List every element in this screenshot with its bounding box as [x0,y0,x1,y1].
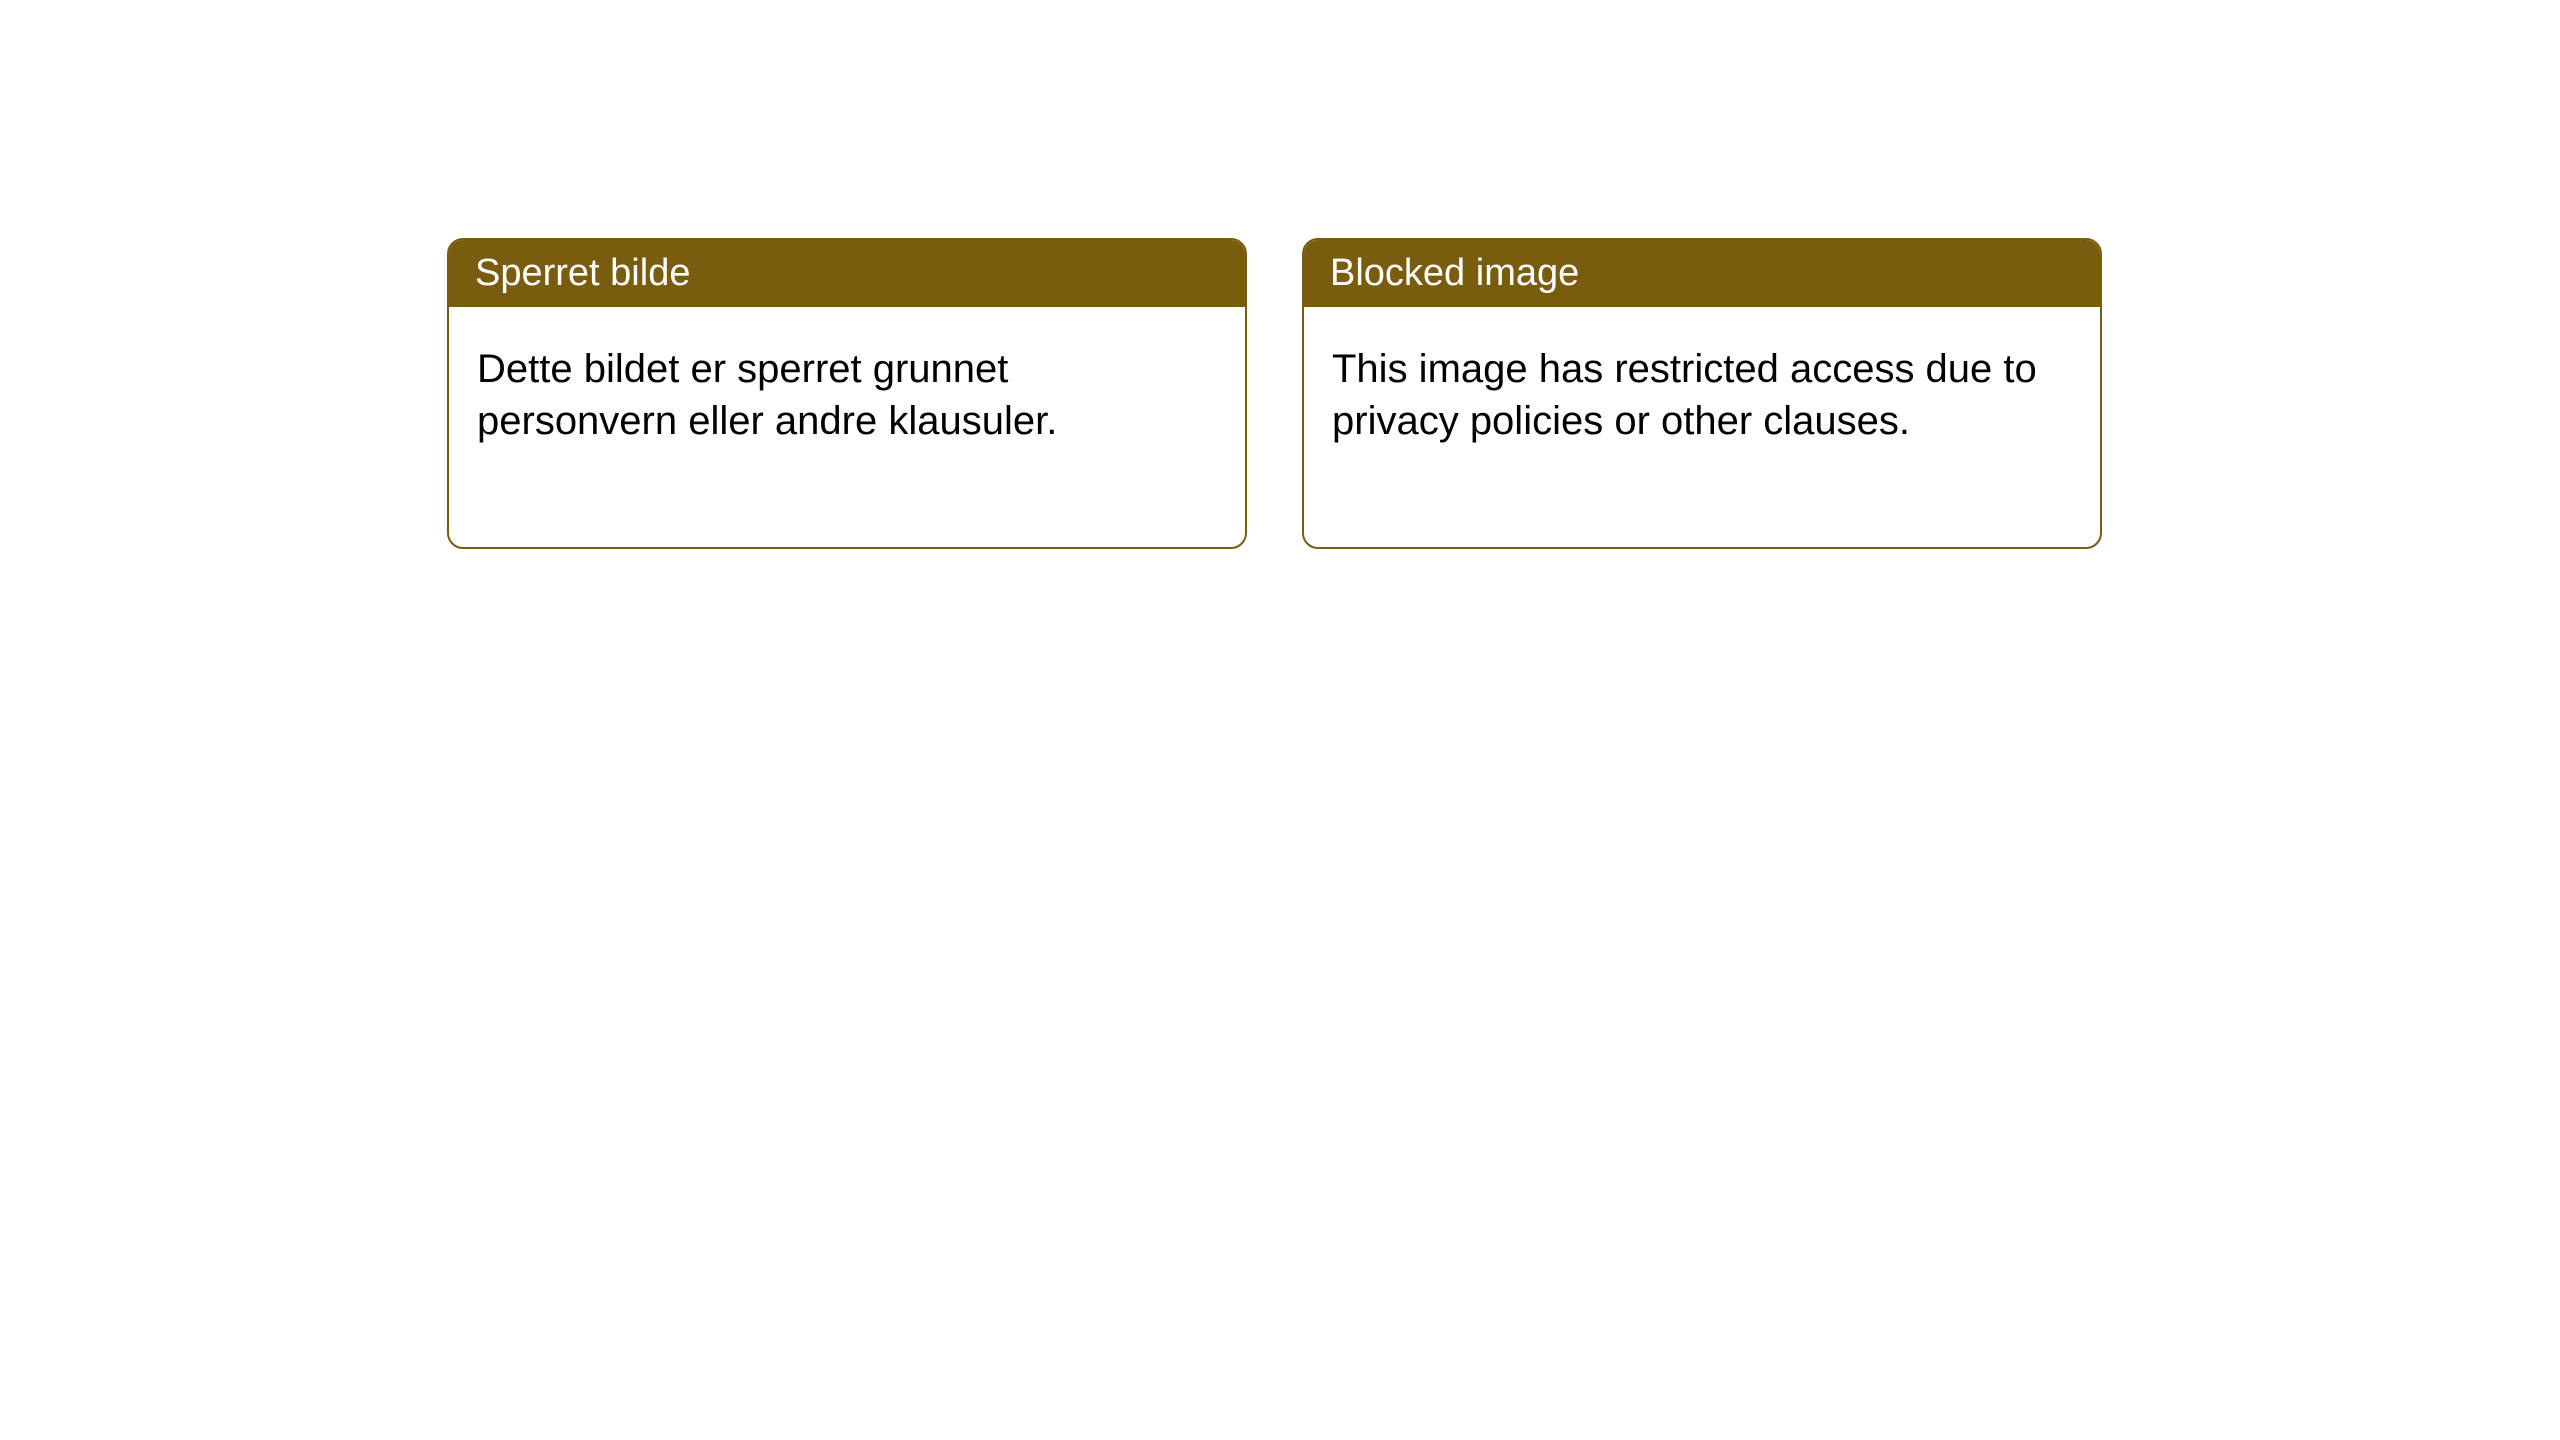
card-header-no: Sperret bilde [449,240,1245,307]
blocked-image-notices: Sperret bilde Dette bildet er sperret gr… [447,238,2102,549]
card-header-en: Blocked image [1304,240,2100,307]
card-body-no: Dette bildet er sperret grunnet personve… [449,307,1245,547]
blocked-image-card-no: Sperret bilde Dette bildet er sperret gr… [447,238,1247,549]
card-body-en: This image has restricted access due to … [1304,307,2100,547]
blocked-image-card-en: Blocked image This image has restricted … [1302,238,2102,549]
